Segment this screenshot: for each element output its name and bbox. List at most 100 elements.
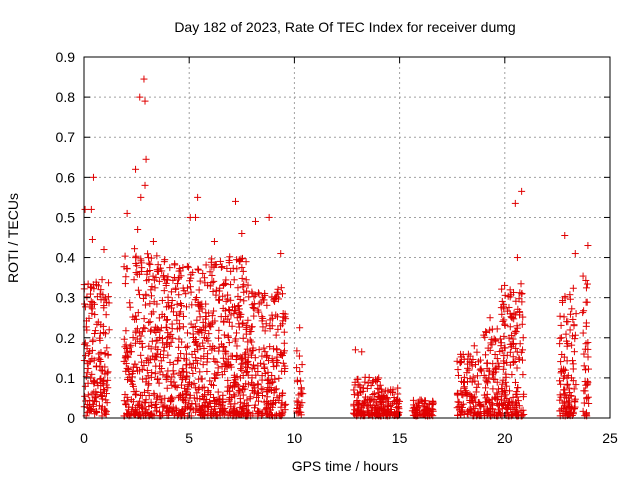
data-point <box>194 327 202 335</box>
data-point <box>224 315 232 323</box>
data-point <box>144 250 152 258</box>
data-point <box>279 309 287 317</box>
data-point <box>133 335 141 343</box>
data-point <box>99 367 107 375</box>
data-point <box>164 373 172 381</box>
data-point <box>498 401 506 409</box>
data-point <box>580 350 588 358</box>
data-point <box>84 379 92 387</box>
data-point <box>246 328 254 336</box>
data-point <box>239 359 247 367</box>
data-point <box>519 356 527 364</box>
data-point <box>140 75 148 83</box>
data-point <box>133 270 141 278</box>
data-point <box>246 336 254 344</box>
data-point <box>565 400 573 408</box>
data-point <box>84 280 92 288</box>
data-point <box>182 343 190 351</box>
data-point <box>477 402 485 410</box>
data-point <box>501 320 509 328</box>
data-point <box>174 357 182 365</box>
data-point <box>168 325 176 333</box>
data-point <box>236 374 244 382</box>
data-point <box>298 361 306 369</box>
data-point <box>102 311 110 319</box>
data-point <box>493 393 501 401</box>
data-point <box>480 372 488 380</box>
data-point <box>235 323 243 331</box>
data-point <box>126 303 134 311</box>
data-point <box>101 409 109 417</box>
data-point <box>195 266 203 274</box>
data-point <box>570 348 578 356</box>
data-point <box>150 389 158 397</box>
data-point <box>248 365 256 373</box>
data-point <box>457 387 465 395</box>
data-point <box>146 260 154 268</box>
data-point <box>481 333 489 341</box>
data-point <box>152 337 160 345</box>
data-point <box>557 369 565 377</box>
data-point <box>244 316 252 324</box>
data-point <box>572 310 580 318</box>
data-point <box>501 291 509 299</box>
plot-frame <box>83 56 611 419</box>
data-point <box>129 382 137 390</box>
data-point <box>182 389 190 397</box>
y-tick-label: 0.7 <box>56 129 76 145</box>
data-point <box>506 399 514 407</box>
x-tick-label: 10 <box>287 430 303 446</box>
data-point <box>197 375 205 383</box>
data-point <box>123 209 131 217</box>
data-point <box>270 345 278 353</box>
data-point <box>227 281 235 289</box>
data-point <box>137 332 145 340</box>
data-point <box>499 376 507 384</box>
data-point <box>500 316 508 324</box>
data-point <box>563 342 571 350</box>
data-point <box>572 381 580 389</box>
data-point <box>199 403 207 411</box>
data-point <box>124 406 132 414</box>
data-point <box>243 368 251 376</box>
data-point <box>197 411 205 419</box>
data-point <box>469 373 477 381</box>
data-point <box>474 380 482 388</box>
data-point <box>146 327 154 335</box>
data-point <box>218 263 226 271</box>
data-point <box>424 410 432 418</box>
data-point <box>569 315 577 323</box>
data-point <box>158 267 166 275</box>
data-point <box>208 279 216 287</box>
data-point <box>214 369 222 377</box>
data-point <box>350 402 358 410</box>
data-point <box>131 339 139 347</box>
data-point <box>560 402 568 410</box>
data-point <box>512 328 520 336</box>
data-point <box>498 392 506 400</box>
y-tick-label: 0.6 <box>56 169 76 185</box>
data-point <box>166 358 174 366</box>
data-point <box>488 400 496 408</box>
data-point <box>556 312 564 320</box>
data-point <box>174 354 182 362</box>
data-point <box>472 398 480 406</box>
data-point <box>144 372 152 380</box>
data-point <box>280 328 288 336</box>
data-point <box>239 319 247 327</box>
data-point <box>188 399 196 407</box>
data-point <box>225 362 233 370</box>
data-point <box>144 354 152 362</box>
data-point <box>281 365 289 373</box>
data-point <box>519 371 527 379</box>
data-point <box>219 281 227 289</box>
data-point <box>414 398 422 406</box>
data-point <box>163 384 171 392</box>
data-point <box>158 296 166 304</box>
data-point <box>491 365 499 373</box>
data-point <box>293 347 301 355</box>
data-point <box>566 291 574 299</box>
data-point <box>92 278 100 286</box>
data-point <box>195 286 203 294</box>
data-point <box>261 348 269 356</box>
